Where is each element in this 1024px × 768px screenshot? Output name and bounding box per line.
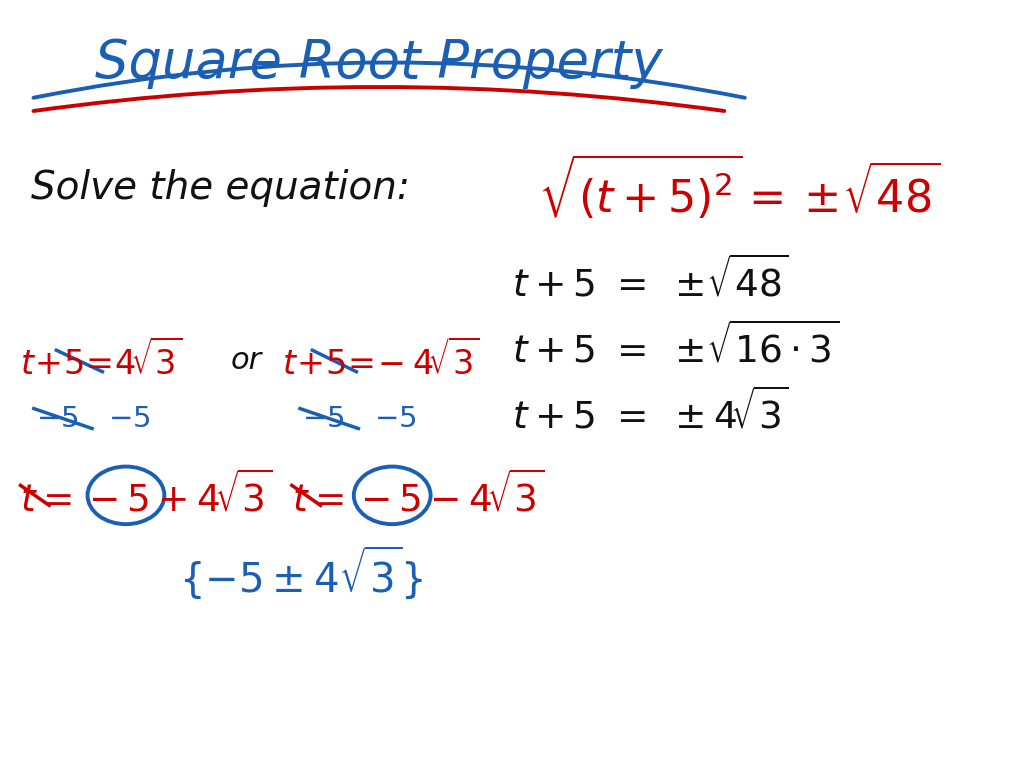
Text: $-5$: $-5$ [108,405,150,432]
Text: $\{-5 \pm 4\sqrt{3}\}$: $\{-5 \pm 4\sqrt{3}\}$ [179,543,423,601]
Text: $t + 5\ =\ \pm\!\sqrt{16 \cdot 3}$: $t + 5\ =\ \pm\!\sqrt{16 \cdot 3}$ [512,323,839,371]
Text: $t + 5\ =\ \pm 4\!\sqrt{3}$: $t + 5\ =\ \pm 4\!\sqrt{3}$ [512,389,788,437]
Text: $t + 5\ =\ \pm\!\sqrt{48}$: $t + 5\ =\ \pm\!\sqrt{48}$ [512,257,788,304]
Text: $-5$: $-5$ [302,405,344,432]
Text: $t = -5 - 4\!\sqrt{3}$: $t = -5 - 4\!\sqrt{3}$ [292,472,544,519]
Text: $-5$: $-5$ [374,405,416,432]
Text: $-5$: $-5$ [36,405,78,432]
Text: Solve the equation:: Solve the equation: [31,169,410,207]
Text: $\sqrt{(t+5)^2} = \pm\!\sqrt{48}$: $\sqrt{(t+5)^2} = \pm\!\sqrt{48}$ [538,154,940,222]
Text: $t\!+\!5\!=\!\!-4\!\sqrt{3}$: $t\!+\!5\!=\!\!-4\!\sqrt{3}$ [282,340,479,382]
Text: or: or [230,346,261,376]
Text: Square Root Property: Square Root Property [95,37,663,89]
Text: $t\!+\!5\!=\!4\!\sqrt{3}$: $t\!+\!5\!=\!4\!\sqrt{3}$ [20,340,182,382]
Text: $t = -5 + 4\!\sqrt{3}$: $t = -5 + 4\!\sqrt{3}$ [20,472,272,519]
